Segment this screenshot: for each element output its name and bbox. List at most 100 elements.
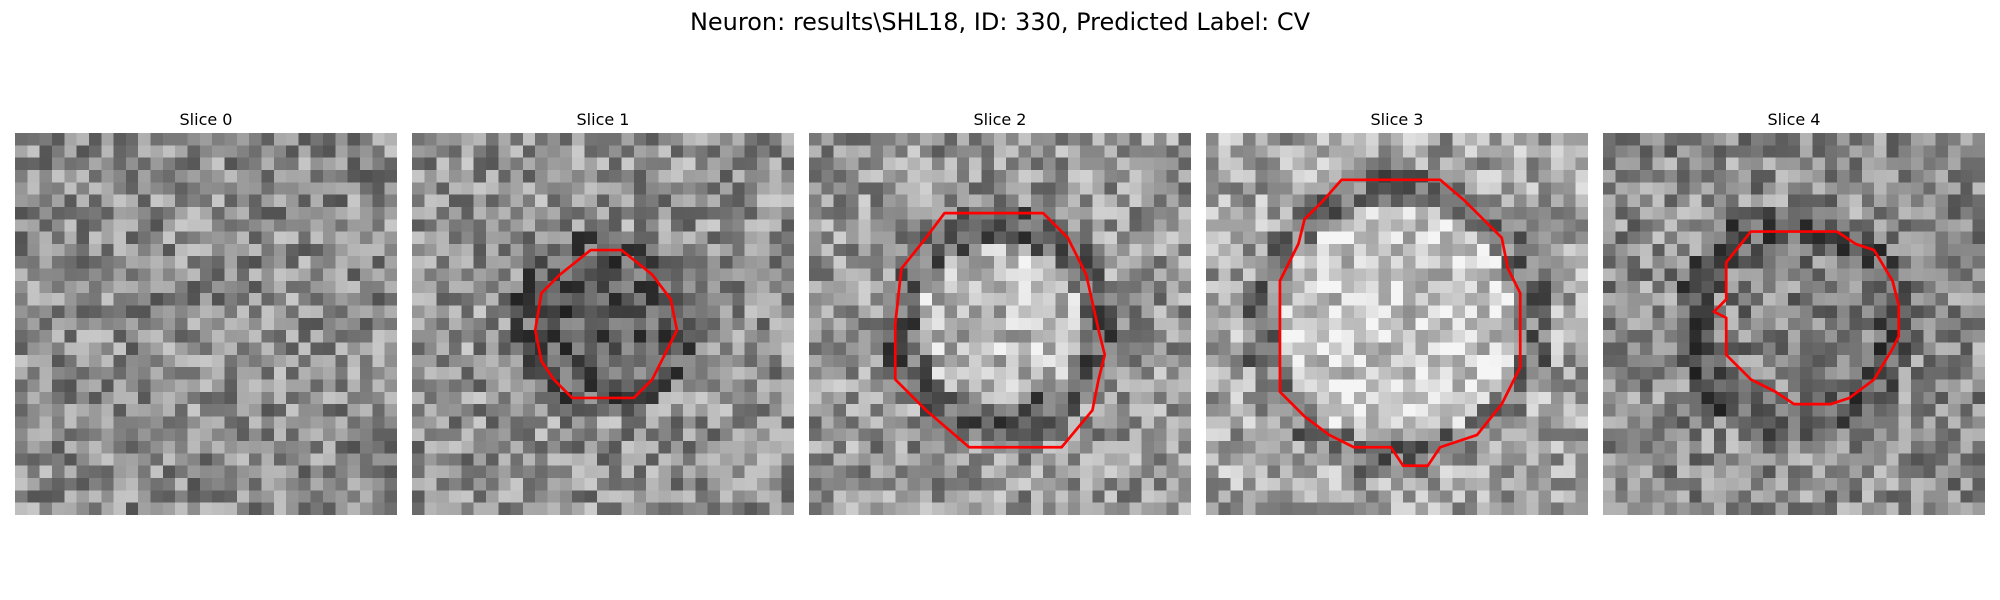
pixel bbox=[646, 428, 659, 442]
pixel bbox=[461, 133, 474, 146]
pixel bbox=[1378, 280, 1392, 294]
pixel bbox=[695, 342, 708, 356]
pixel bbox=[769, 428, 782, 442]
pixel bbox=[88, 243, 102, 257]
pixel bbox=[360, 465, 373, 479]
pixel bbox=[732, 219, 745, 232]
pixel bbox=[1911, 243, 1924, 257]
pixel bbox=[621, 293, 635, 306]
pixel bbox=[1154, 182, 1167, 195]
pixel bbox=[261, 268, 275, 282]
pixel bbox=[633, 367, 647, 380]
pixel bbox=[1701, 280, 1715, 294]
pixel bbox=[1713, 490, 1727, 503]
pixel bbox=[448, 441, 462, 454]
pixel bbox=[1551, 342, 1564, 356]
pixel bbox=[882, 243, 896, 257]
pixel bbox=[1353, 206, 1367, 220]
pixel bbox=[1948, 379, 1961, 393]
pixel bbox=[1279, 182, 1293, 195]
pixel bbox=[323, 342, 336, 356]
pixel bbox=[1304, 478, 1318, 491]
pixel bbox=[1218, 243, 1231, 257]
pixel bbox=[1935, 133, 1949, 146]
pixel bbox=[1279, 367, 1293, 380]
pixel bbox=[162, 428, 176, 442]
pixel bbox=[261, 391, 275, 405]
pixel bbox=[1255, 317, 1268, 331]
pixel bbox=[1627, 268, 1641, 282]
pixel bbox=[1378, 219, 1392, 232]
pixel bbox=[1701, 206, 1715, 220]
pixel bbox=[298, 379, 311, 393]
pixel bbox=[175, 502, 188, 515]
pixel bbox=[64, 231, 77, 245]
pixel bbox=[1664, 182, 1678, 195]
pixel bbox=[1948, 391, 1961, 405]
pixel bbox=[310, 145, 324, 158]
pixel bbox=[384, 231, 397, 245]
pixel bbox=[1886, 182, 1899, 195]
pixel bbox=[249, 293, 262, 306]
pixel bbox=[1006, 317, 1019, 331]
pixel bbox=[298, 268, 311, 282]
pixel bbox=[1341, 268, 1355, 282]
pixel bbox=[1129, 367, 1142, 380]
pixel bbox=[907, 502, 921, 515]
pixel bbox=[1403, 268, 1416, 282]
pixel bbox=[64, 416, 77, 429]
pixel bbox=[175, 182, 188, 195]
pixel bbox=[944, 280, 958, 294]
pixel bbox=[162, 490, 176, 503]
pixel bbox=[88, 280, 102, 294]
pixel bbox=[1092, 182, 1105, 195]
pixel bbox=[1218, 416, 1231, 429]
pixel bbox=[1948, 157, 1961, 171]
pixel bbox=[1652, 219, 1665, 232]
pixel bbox=[1514, 453, 1527, 466]
pixel bbox=[76, 256, 90, 269]
pixel bbox=[162, 441, 176, 454]
pixel bbox=[1849, 169, 1863, 183]
pixel bbox=[1353, 465, 1367, 479]
pixel bbox=[1440, 502, 1453, 515]
pixel bbox=[658, 145, 672, 158]
pixel bbox=[1526, 169, 1539, 183]
pixel bbox=[1800, 342, 1813, 356]
pixel bbox=[1960, 280, 1973, 294]
pixel bbox=[845, 502, 859, 515]
pixel bbox=[919, 330, 933, 343]
pixel bbox=[1329, 280, 1342, 294]
pixel bbox=[436, 478, 450, 491]
pixel bbox=[1464, 379, 1478, 393]
pixel bbox=[1178, 256, 1191, 269]
pixel bbox=[372, 502, 385, 515]
pixel bbox=[522, 293, 536, 306]
pixel bbox=[1960, 441, 1973, 454]
pixel bbox=[384, 256, 397, 269]
pixel bbox=[1750, 342, 1764, 356]
pixel bbox=[1874, 182, 1887, 195]
pixel bbox=[821, 243, 834, 257]
pixel bbox=[781, 169, 794, 183]
pixel bbox=[1415, 231, 1429, 245]
pixel bbox=[360, 404, 373, 417]
pixel bbox=[1489, 428, 1502, 442]
pixel bbox=[224, 441, 238, 454]
pixel bbox=[858, 194, 871, 208]
pixel bbox=[138, 268, 151, 282]
pixel bbox=[27, 157, 40, 171]
pixel bbox=[1575, 157, 1588, 171]
pixel bbox=[1104, 391, 1118, 405]
pixel bbox=[870, 169, 884, 183]
pixel bbox=[547, 305, 561, 319]
pixel bbox=[39, 194, 53, 208]
pixel bbox=[1874, 280, 1887, 294]
pixel bbox=[498, 219, 511, 232]
pixel bbox=[707, 428, 721, 442]
pixel bbox=[1775, 478, 1789, 491]
pixel bbox=[1427, 490, 1441, 503]
pixel bbox=[1141, 256, 1155, 269]
pixel bbox=[1366, 182, 1379, 195]
pixel bbox=[547, 342, 561, 356]
